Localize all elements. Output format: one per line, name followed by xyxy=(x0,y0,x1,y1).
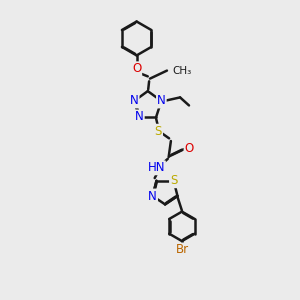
Text: Br: Br xyxy=(176,244,188,256)
Text: O: O xyxy=(184,142,194,155)
Text: N: N xyxy=(157,94,166,107)
Text: CH₃: CH₃ xyxy=(172,66,192,76)
Text: S: S xyxy=(170,174,177,187)
Text: N: N xyxy=(130,94,139,107)
Text: N: N xyxy=(148,190,157,202)
Text: S: S xyxy=(155,125,162,138)
Text: O: O xyxy=(132,62,141,75)
Text: HN: HN xyxy=(147,161,165,174)
Text: N: N xyxy=(135,110,144,123)
